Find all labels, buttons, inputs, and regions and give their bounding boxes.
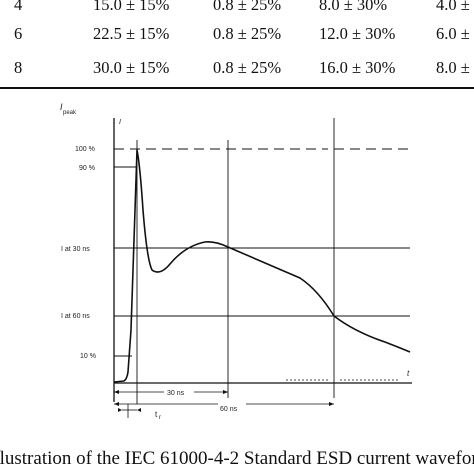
rise-time-label: t: [155, 410, 158, 419]
arrow-head: [118, 408, 122, 412]
table-bottom-rule: [0, 87, 474, 89]
table-cell: 30.0 ± 15%: [93, 58, 170, 77]
y-axis-label-sub: peak: [63, 110, 77, 116]
table-cell: 0.8 ± 25%: [213, 0, 282, 14]
arrow-head: [114, 390, 119, 394]
caption-text: Illustration of the IEC 61000-4-2 Standa…: [0, 448, 474, 469]
rise-time-label-sub: r: [159, 415, 161, 421]
tick-label-i30: I at 30 ns: [61, 246, 90, 253]
table-cell: 8.0 ± 30%: [319, 0, 388, 14]
table-cell: 6.0 ±: [436, 24, 470, 43]
table-cell-level: 6: [14, 24, 23, 43]
table-cell-level: 4: [14, 0, 23, 14]
tick-label-100: 100 %: [75, 146, 95, 153]
table-cell: 12.0 ± 30%: [319, 24, 396, 43]
label-backdrop: [164, 386, 194, 396]
arrow-head: [329, 402, 334, 406]
table-cell: 4.0 ±: [436, 0, 470, 14]
table-cell: 0.8 ± 25%: [213, 24, 282, 43]
tick-label-10: 10 %: [80, 353, 96, 360]
esd-current-waveform: [113, 149, 411, 383]
table-cell-level: 8: [14, 58, 23, 77]
x-axis-label: t: [407, 369, 410, 378]
marker-60ns-label: 60 ns: [220, 406, 238, 413]
arrow-head: [137, 408, 141, 412]
table-cell: 8.0 ±: [436, 58, 470, 77]
parameter-table: 4 15.0 ± 15% 0.8 ± 25% 8.0 ± 30% 4.0 ± 6…: [0, 0, 474, 90]
arrow-head: [223, 390, 228, 394]
table-cell: 0.8 ± 25%: [213, 58, 282, 77]
figure-caption: Illustration of the IEC 61000-4-2 Standa…: [0, 447, 474, 474]
marker-30ns-label: 30 ns: [167, 390, 185, 397]
y-axis-small-label: I: [119, 119, 121, 126]
table-cell: 15.0 ± 15%: [93, 0, 170, 14]
y-axis-label: I: [60, 102, 63, 112]
tick-label-i60: I at 60 ns: [61, 313, 90, 320]
table-cell: 16.0 ± 30%: [319, 58, 396, 77]
label-backdrop: [218, 402, 246, 412]
table-cell: 22.5 ± 15%: [93, 24, 170, 43]
tick-label-90: 90 %: [79, 165, 95, 172]
arrow-head: [114, 402, 119, 406]
